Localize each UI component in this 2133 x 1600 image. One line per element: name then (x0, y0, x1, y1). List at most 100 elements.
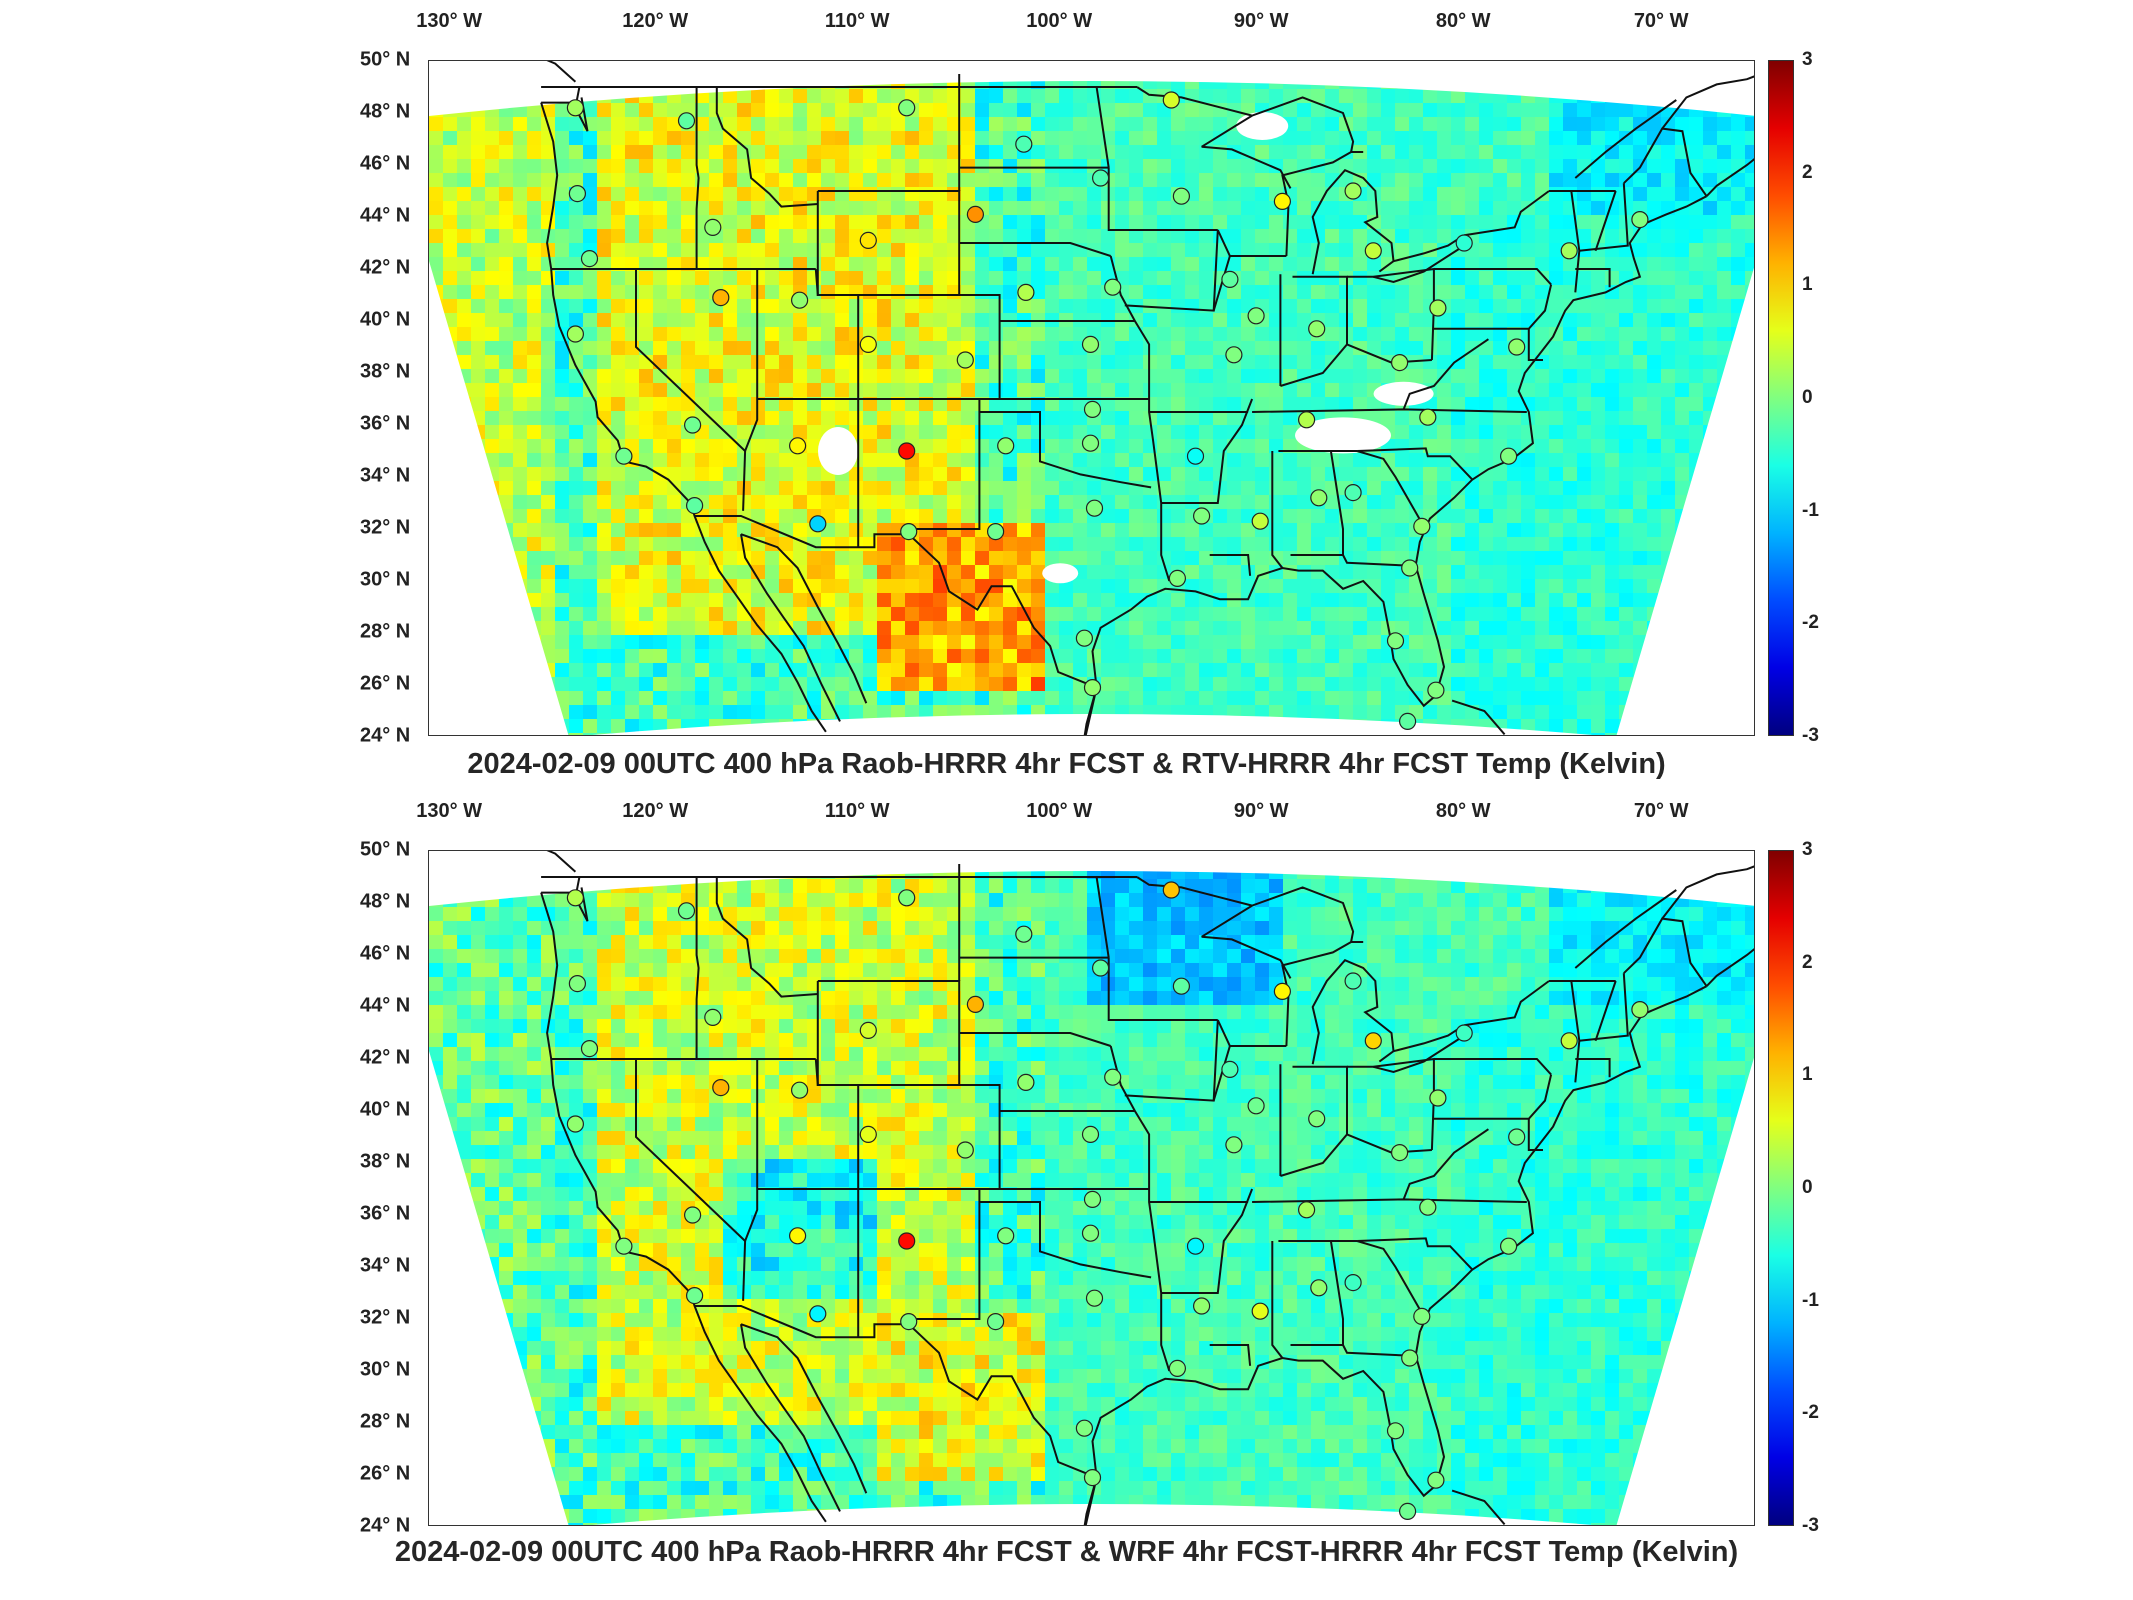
state-border (1290, 450, 1344, 556)
domain-mask-right (1616, 1057, 1754, 1525)
state-border (1594, 190, 1617, 252)
raob-station-marker (1364, 242, 1382, 260)
raob-station-marker (580, 250, 599, 268)
state-border (858, 1084, 1001, 1190)
raob-station-marker (789, 1227, 807, 1245)
latitude-label: 50° N (360, 838, 411, 861)
state-border (1201, 886, 1355, 943)
state-border (1433, 268, 1552, 286)
map-title: 2024-02-09 00UTC 400 hPa Raob-HRRR 4hr F… (394, 1536, 1739, 1568)
latitude-label: 44° N (360, 994, 411, 1017)
longitude-label: 110° W (824, 800, 890, 822)
colorbar-tick-label: 1 (1802, 274, 1813, 296)
latitude-label: 42° N (360, 1046, 411, 1069)
raob-station-marker (809, 1305, 827, 1323)
map-title: 2024-02-09 00UTC 400 hPa Raob-HRRR 4hr F… (467, 748, 1666, 780)
state-border (1357, 447, 1474, 481)
raob-station-marker (966, 205, 985, 223)
map-plot-area (428, 850, 1755, 1526)
raob-station-marker (1273, 192, 1292, 210)
raob-station-marker (1419, 1198, 1437, 1216)
state-border (1136, 86, 1253, 117)
domain-mask-top (429, 61, 1754, 116)
state-border (757, 1058, 860, 1190)
state-border (1124, 229, 1219, 312)
state-border (695, 87, 700, 269)
state-border (1451, 1489, 1506, 1525)
raob-station-marker (1344, 484, 1362, 502)
state-border (1433, 284, 1553, 330)
raob-station-marker (1085, 499, 1104, 517)
state-border (635, 1059, 746, 1242)
state-border (1661, 75, 1754, 130)
latitude-label: 24° N (360, 1514, 411, 1537)
raob-station-marker (1419, 408, 1437, 426)
colorbar-tick-label: 2 (1802, 161, 1813, 183)
raob-station-marker (712, 1079, 730, 1097)
colorbar-tick-label: -3 (1802, 725, 1819, 746)
state-border (1160, 1293, 1171, 1372)
raob-station-marker (1247, 1097, 1265, 1115)
raob-station-marker (997, 1227, 1015, 1245)
raob-station-marker (898, 889, 916, 907)
state-border (1527, 328, 1543, 361)
top-map-panel: 130° W 120° W 110° W 100° W 90° W 80° W 70° W … (0, 0, 2133, 790)
state-border (1373, 244, 1465, 284)
raob-station-marker (1631, 211, 1649, 229)
raob-station-marker (1390, 1144, 1409, 1162)
raob-station-marker (1168, 1359, 1187, 1378)
state-border (1290, 1240, 1344, 1346)
state-border (1095, 876, 1110, 958)
raob-station-marker (1455, 234, 1473, 252)
raob-station-marker (1508, 338, 1526, 356)
state-border (1209, 554, 1252, 576)
raob-station-marker (1186, 447, 1205, 465)
latitude-label: 44° N (360, 204, 411, 227)
colorbar (1768, 60, 1794, 736)
state-border (1311, 168, 1395, 275)
raob-station-marker (1083, 400, 1102, 418)
raob-station-marker (1168, 569, 1187, 588)
state-border (1433, 1058, 1552, 1076)
baja-coastline (740, 1324, 841, 1512)
raob-station-marker (789, 437, 807, 455)
domain-mask-left (429, 851, 569, 1525)
state-border (1084, 687, 1098, 735)
raob-station-marker (859, 1021, 877, 1039)
raob-station-marker (1091, 959, 1110, 977)
raob-station-marker (1186, 1237, 1205, 1255)
state-border (1527, 1118, 1543, 1151)
longitude-label: 70° W (1633, 10, 1689, 32)
raob-station-marker (1017, 1073, 1035, 1091)
latitude-label: 50° N (360, 48, 411, 71)
state-border (1356, 1240, 1425, 1317)
state-border (1201, 96, 1355, 153)
colorbar-tick-label: -1 (1802, 1289, 1819, 1311)
raob-stations (566, 881, 1649, 1521)
longitude-label: 90° W (1233, 800, 1289, 822)
raob-station-marker (1081, 1224, 1100, 1242)
raob-station-marker (1427, 681, 1445, 699)
temperature-difference-map (429, 61, 1754, 735)
missing-data-region (1236, 112, 1289, 140)
state-border (906, 399, 981, 530)
raob-station-marker (1560, 1032, 1578, 1050)
state-border (1705, 948, 1754, 987)
raob-station-marker (684, 416, 702, 434)
state-border (694, 515, 909, 549)
raob-station-marker (1560, 242, 1578, 260)
raob-station-marker (686, 497, 704, 515)
colorbar-tick-label: 2 (1802, 951, 1813, 973)
missing-data-region (818, 427, 858, 475)
latitude-label: 36° N (360, 412, 411, 435)
raob-station-marker (1075, 1419, 1094, 1437)
state-border (742, 1240, 747, 1301)
raob-station-marker (1386, 632, 1405, 650)
longitude-label: 90° W (1233, 10, 1289, 32)
raob-stations (566, 91, 1649, 731)
raob-station-marker (615, 447, 633, 465)
state-border (959, 1032, 1112, 1047)
latitude-label: 34° N (360, 464, 411, 487)
raob-station-marker (1344, 972, 1362, 990)
raob-station-marker (1081, 1125, 1100, 1143)
